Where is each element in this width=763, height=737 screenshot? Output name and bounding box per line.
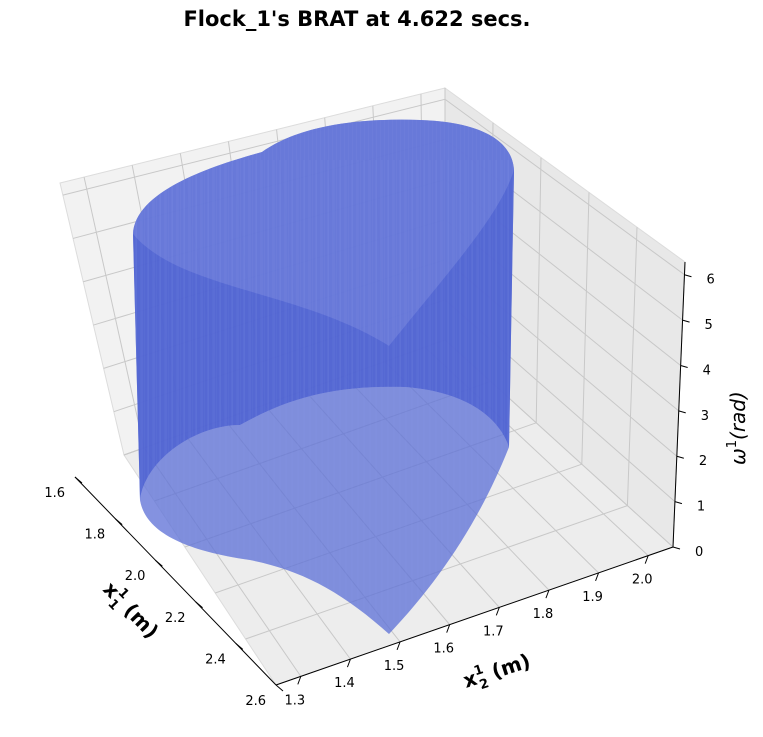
y-tick-mark [545,589,550,599]
chart-title: Flock_1's BRAT at 4.622 secs. [183,7,530,31]
y-tick-mark [297,676,302,685]
y-axis-label: x12 (m) [460,648,535,698]
y-tick-label: 1.7 [483,624,504,639]
x-tick-label: 2.6 [245,694,266,709]
z-tick-label: 2 [699,454,707,469]
y-axis-line [275,546,674,686]
x-tick-mark [155,559,163,567]
y-tick-label: 1.6 [433,642,454,657]
x-axis-label: x11 (m) [95,576,165,647]
surface-mesh-lines [135,160,509,620]
brat-surface [133,119,514,634]
x-tick-label: 1.6 [44,486,65,501]
surface-front-face [133,170,514,634]
z-tick-mark [672,546,681,550]
z-tick-label: 4 [703,363,711,378]
z-axis-line [672,261,686,548]
y-tick-label: 1.8 [533,607,554,622]
x-tick-mark [195,601,203,609]
x-tick-mark [275,684,284,692]
x-tick-label: 1.8 [85,528,106,543]
x-tick-label: 2.4 [205,652,226,667]
y-tick-label: 2.0 [632,573,653,588]
z-axis-label: ω1(rad) [725,391,750,465]
z-tick-mark [680,364,688,368]
x-tick-mark [235,643,244,650]
z-tick-label: 0 [695,545,703,560]
z-tick-label: 3 [701,409,709,424]
y-ticks: 1.3 1.4 1.5 1.6 1.7 1.8 1.9 2.0 [284,555,653,708]
x-tick-label: 2.0 [125,569,146,584]
y-tick-label: 1.4 [334,676,355,691]
x-ticks: 1.6 1.8 2.0 2.2 2.4 2.6 [44,476,284,709]
x-gridline-wall [581,192,590,465]
z-tick-mark [678,410,686,414]
z-tick-mark [682,319,690,323]
z-tick-mark [684,274,692,278]
z-tick-mark [674,501,683,505]
surface-top-cap [133,119,514,346]
z-tick-label: 1 [697,500,705,515]
y-tick-label: 1.3 [284,693,305,708]
z-tick-label: 6 [706,273,714,288]
x-tick-label: 2.2 [165,611,186,626]
y-tick-mark [595,572,600,582]
y-tick-label: 1.9 [582,590,603,605]
y-gridline-wall [83,176,145,448]
y-tick-mark [446,624,451,633]
axis-lines [74,261,686,686]
y-tick-mark [346,658,351,668]
x-gridline-wall [535,157,542,423]
z-ticks: 0 1 2 3 4 5 6 [672,273,715,560]
z-gridline [62,98,685,276]
z-tick-label: 5 [705,318,713,333]
y-tick-mark [495,607,500,616]
z-tick-mark [676,455,684,459]
x-tick-mark [74,476,83,484]
x-tick-mark [114,518,123,525]
y-tick-mark [396,641,401,651]
y-tick-mark [644,555,649,564]
x-gridline-wall [626,227,638,506]
y-tick-label: 1.5 [384,659,405,674]
x-axis-line [74,476,277,686]
